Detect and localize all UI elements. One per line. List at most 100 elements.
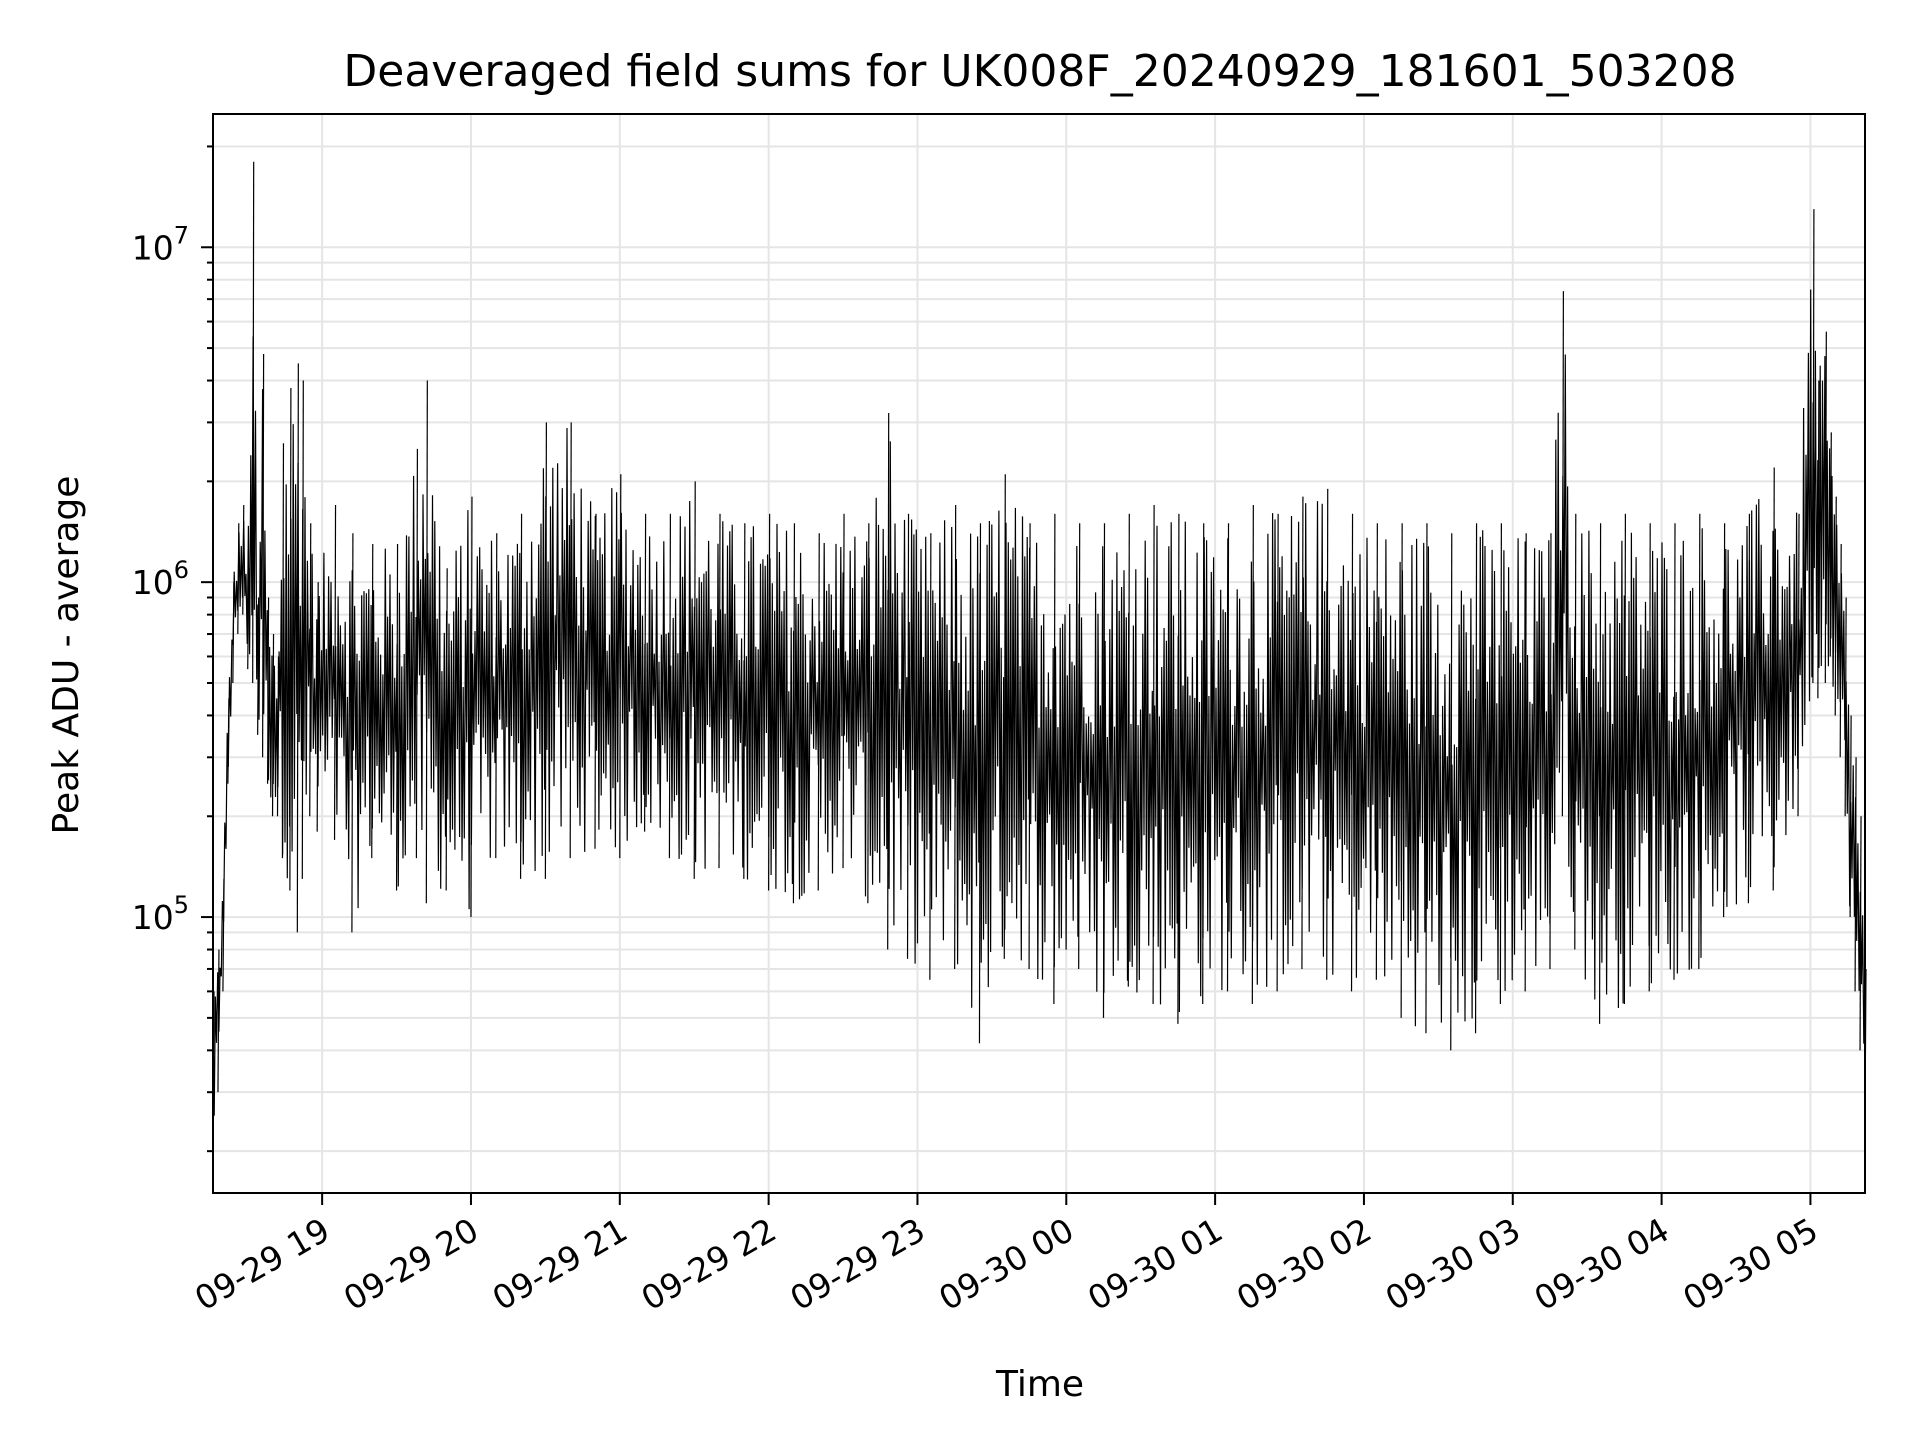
series-spike: [1177, 513, 1180, 1024]
series-spike: [1350, 513, 1354, 992]
series-spike: [1425, 523, 1428, 1034]
series-spike: [1859, 816, 1862, 1051]
series-spike: [792, 523, 796, 904]
y-tick-label-exponent: 7: [174, 221, 189, 249]
series-layer: [212, 161, 1867, 1152]
series-spike: [1772, 467, 1775, 891]
series-spike: [954, 504, 957, 969]
series-spike: [227, 698, 230, 784]
y-tick-label: 107: [132, 221, 189, 267]
series-spike: [1834, 496, 1837, 716]
series-spike: [1474, 523, 1478, 1034]
y-axis-label: Peak ADU - average: [46, 476, 87, 835]
series-spike: [1623, 513, 1626, 1005]
series-spike: [425, 380, 428, 904]
chart-title: Deaveraged field sums for UK008F_2024092…: [343, 46, 1736, 97]
series-spike: [1648, 523, 1651, 992]
series-spike: [1574, 513, 1577, 950]
series-spike: [693, 481, 696, 879]
series-spike: [842, 513, 845, 869]
series-spike: [1450, 533, 1453, 1051]
series-spike: [1854, 757, 1857, 992]
y-tick-label: 105: [132, 891, 189, 937]
series-spike: [1561, 291, 1564, 817]
series-spike: [445, 568, 448, 891]
series-spike: [1276, 513, 1279, 992]
series-spike: [978, 523, 982, 1044]
series-spike: [768, 513, 771, 891]
series-spike: [1723, 523, 1726, 918]
series-spike: [929, 533, 932, 980]
series-spike: [887, 412, 890, 950]
series-spike: [333, 504, 337, 840]
series-line: [212, 289, 1866, 1116]
series-spike: [743, 523, 746, 879]
series-spike: [1251, 504, 1254, 1005]
series-spike: [301, 380, 304, 879]
series-spike: [1152, 504, 1155, 1005]
series-spike: [371, 544, 374, 859]
series-spike: [395, 544, 399, 891]
series-spike: [271, 634, 275, 817]
series-spike: [1078, 523, 1081, 969]
series-spike: [351, 533, 354, 933]
series-spike: [495, 533, 498, 859]
series-spike: [1226, 523, 1230, 992]
series-spike: [1400, 523, 1403, 1018]
series-spike: [1839, 544, 1842, 758]
series-spike: [1812, 209, 1815, 683]
series-spike: [1829, 432, 1832, 657]
y-tick-label-exponent: 5: [174, 891, 189, 919]
series-spike: [232, 582, 235, 683]
series-spike: [1797, 513, 1800, 817]
series-spike: [237, 523, 240, 635]
series-spike: [718, 513, 721, 869]
series-spike: [1028, 523, 1031, 969]
series-spike: [1301, 496, 1304, 969]
series-spike: [867, 523, 870, 904]
series-spike: [619, 474, 622, 859]
series-spike: [281, 443, 285, 859]
series-spike: [1053, 513, 1056, 1005]
series-spike: [594, 513, 597, 849]
series-spike: [296, 363, 299, 933]
series-spike: [519, 513, 523, 879]
series-spike: [276, 656, 280, 817]
series-spike: [1698, 513, 1701, 969]
series-spike: [252, 161, 255, 683]
series-spike: [644, 513, 647, 832]
series-spike: [470, 496, 473, 918]
series-spike: [1747, 513, 1751, 904]
series-spike: [1844, 597, 1847, 817]
series-spike: [668, 513, 672, 859]
series-spike: [266, 597, 270, 784]
series-spike: [1673, 523, 1676, 980]
series-spike: [906, 513, 910, 959]
series-spike: [1849, 715, 1852, 918]
series-spike: [1817, 380, 1820, 699]
y-tick-label-base: 10: [132, 563, 174, 602]
series-spike: [1326, 488, 1329, 980]
plot-frame: [212, 113, 1866, 1194]
series-spike: [1824, 331, 1827, 683]
series-spike: [569, 422, 572, 859]
series-spike: [544, 422, 547, 879]
series-spike: [247, 568, 250, 670]
series-spike: [1102, 523, 1106, 1018]
x-axis-label: Time: [995, 1364, 1084, 1405]
series-spike: [217, 949, 220, 1093]
series-spike: [1499, 523, 1502, 1005]
series-spike: [1598, 523, 1602, 1024]
y-tick-label-base: 10: [132, 228, 174, 267]
series-spike: [309, 523, 312, 817]
y-tick-label-base: 10: [132, 898, 174, 937]
y-tick-label: 106: [132, 556, 189, 602]
series-spike: [262, 354, 265, 758]
series-spike: [1375, 523, 1378, 980]
y-tick-label-exponent: 6: [174, 556, 189, 584]
series-spike: [1549, 533, 1552, 969]
series-spike: [415, 448, 418, 859]
series-spike: [1127, 513, 1130, 987]
series-spike: [1524, 533, 1527, 992]
